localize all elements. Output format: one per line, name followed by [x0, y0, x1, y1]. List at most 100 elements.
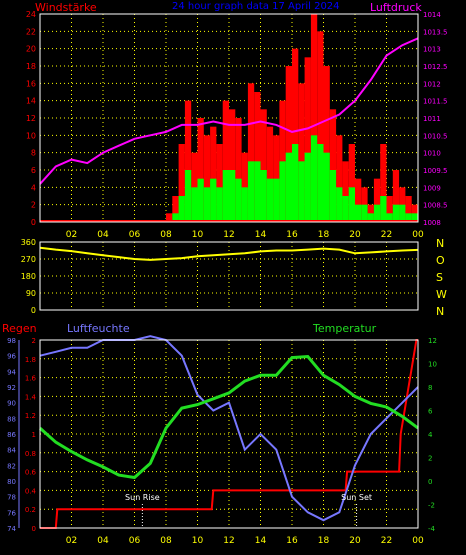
wind-y-tick: 8	[31, 149, 36, 158]
humidity-y-tick: 76	[7, 509, 16, 517]
wind-gust-bar	[361, 187, 368, 222]
wind-avg-bar	[222, 170, 229, 222]
wind-x-tick: 02	[66, 230, 77, 240]
wind-y-tick: 2	[31, 201, 36, 210]
wind-avg-bar	[279, 161, 286, 222]
wind-gust-bar	[229, 109, 236, 222]
wind-avg-bar	[336, 187, 343, 222]
wind-gust-bar	[304, 57, 311, 223]
rain-y-tick: 0.6	[25, 469, 37, 477]
wind-avg-bar	[373, 204, 381, 222]
wind-gust-bar	[392, 170, 400, 222]
wind-panel: 02468101214161820222410081008.510091009.…	[26, 10, 448, 240]
wind-gust-bar	[210, 126, 217, 222]
pressure-y-tick: 1011.5	[423, 98, 448, 106]
direction-y-tick: 90	[26, 289, 36, 298]
wind-y-tick: 12	[26, 114, 36, 123]
wind-avg-bar	[405, 213, 412, 222]
bottom-x-tick: 12	[223, 536, 234, 546]
wind-gust-bar	[399, 187, 406, 222]
humidity-y-tick: 96	[7, 353, 16, 361]
bottom-frame	[39, 339, 419, 529]
humidity-axis-title: Luftfeuchte	[67, 322, 130, 335]
humidity-y-tick: 86	[7, 431, 16, 439]
humidity-y-tick: 82	[7, 462, 16, 470]
wind-avg-bar	[254, 161, 261, 222]
wind-gust-bar	[247, 83, 255, 222]
wind-gust-bar	[166, 213, 173, 222]
wind-gust-bar	[254, 92, 261, 222]
humidity-y-tick: 94	[7, 368, 16, 376]
wind-gust-bar	[292, 48, 299, 222]
wind-gust-bar	[373, 178, 381, 222]
temperature-y-tick: -4	[428, 525, 436, 533]
wind-gust-bar	[355, 178, 362, 222]
wind-gust-bar	[235, 118, 242, 222]
wind-avg-bar	[292, 144, 299, 222]
wind-x-tick: 20	[349, 230, 361, 240]
direction-y-tick: 360	[21, 238, 36, 247]
wind-gust-bar	[342, 161, 349, 222]
wind-avg-bar	[355, 204, 362, 222]
sun-set-label: Sun Set	[341, 493, 372, 502]
wind-x-tick: 04	[97, 230, 109, 240]
wind-avg-bar	[247, 161, 255, 222]
direction-compass-label: N	[436, 237, 444, 250]
wind-gust-bar	[197, 118, 204, 222]
bottom-x-tick: 02	[66, 536, 77, 546]
pressure-y-tick: 1013	[423, 46, 441, 54]
temperature-line	[39, 354, 419, 480]
pressure-y-tick: 1008.5	[423, 202, 448, 210]
wind-avg-bar	[197, 178, 204, 222]
rain-y-tick: 0.8	[25, 450, 36, 458]
wind-gust-bar	[266, 126, 274, 222]
wind-gust-bar	[336, 135, 343, 222]
wind-y-tick: 18	[26, 62, 36, 71]
wind-gust-bar	[216, 144, 223, 222]
direction-y-tick: 180	[21, 272, 36, 281]
wind-x-tick: 00	[412, 230, 424, 240]
wind-y-tick: 6	[31, 166, 36, 175]
wind-y-tick: 10	[26, 131, 36, 140]
wind-avg-bar	[317, 144, 324, 222]
wind-gust-bar	[348, 144, 355, 222]
wind-avg-bar	[172, 213, 179, 222]
wind-avg-bar	[411, 213, 418, 222]
pressure-y-tick: 1013.5	[423, 28, 448, 36]
wind-x-tick: 22	[381, 230, 392, 240]
temperature-y-tick: 2	[428, 455, 432, 463]
wind-gust-bar	[317, 31, 324, 223]
bottom-x-tick: 10	[192, 536, 204, 546]
temperature-axis-title: Temperatur	[312, 322, 377, 335]
wind-avg-bar	[392, 204, 400, 222]
wind-avg-bar	[273, 178, 280, 222]
humidity-y-tick: 74	[7, 525, 16, 533]
direction-frame	[39, 241, 419, 311]
wind-x-tick: 10	[192, 230, 204, 240]
wind-avg-bar	[304, 152, 311, 222]
pressure-y-tick: 1012	[423, 80, 441, 88]
wind-avg-bar	[229, 170, 236, 222]
wind-avg-bar	[266, 178, 274, 222]
humidity-y-tick: 88	[7, 415, 16, 423]
pressure-y-tick: 1010.5	[423, 132, 448, 140]
sun-rise-label: Sun Rise	[125, 493, 160, 502]
temperature-y-tick: 0	[428, 478, 432, 486]
humidity-y-tick: 98	[7, 337, 16, 345]
pressure-y-tick: 1009	[423, 184, 441, 192]
humidity-y-tick: 80	[7, 478, 16, 486]
wind-x-tick: 12	[223, 230, 234, 240]
wind-avg-bar	[210, 178, 217, 222]
pressure-y-tick: 1008	[423, 219, 441, 227]
rain-y-tick: 0	[32, 525, 36, 533]
rain-y-tick: 1	[32, 431, 36, 439]
pressure-y-tick: 1012.5	[423, 63, 448, 71]
wind-avg-bar	[216, 187, 223, 222]
rain-y-tick: 2	[32, 337, 36, 345]
wind-avg-bar	[342, 196, 349, 222]
chart-title: 24 hour graph data 17 April 2024	[172, 1, 340, 12]
bottom-x-tick: 20	[349, 536, 361, 546]
temperature-y-tick: 10	[428, 361, 437, 369]
